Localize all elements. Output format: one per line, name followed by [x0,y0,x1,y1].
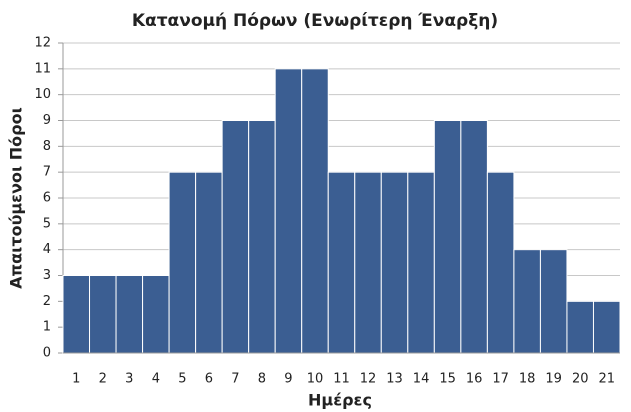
bar [433,120,462,354]
bar [592,300,621,354]
y-tick-label: 8 [43,139,51,154]
x-tick-label: 9 [284,372,292,387]
chart-title: Κατανομή Πόρων (Ενωρίτερη Έναρξη) [132,11,498,31]
bar [221,120,250,354]
x-tick-label: 6 [205,372,213,387]
y-tick-label: 6 [43,191,51,206]
x-tick-label: 8 [258,372,266,387]
x-tick-label: 16 [466,372,483,387]
x-tick-label: 4 [152,372,160,387]
x-tick-label: 19 [545,372,562,387]
bar [89,275,117,354]
bar [354,171,382,354]
x-axis-title: Ημέρες [308,391,372,410]
bar [566,300,594,354]
y-tick-label: 2 [43,294,51,309]
y-tick-label: 5 [43,216,51,231]
x-tick-label: 12 [360,372,377,387]
y-tick-label: 10 [34,87,51,102]
bar [327,171,356,354]
bar [115,275,144,354]
x-tick-label: 2 [99,372,107,387]
y-axis-title: Απαιτούμενοι Πόροι [7,107,26,289]
x-tick-label: 18 [519,372,536,387]
x-tick-label: 20 [572,372,589,387]
y-tick-label: 12 [34,36,51,51]
bar [168,171,197,354]
bar [62,275,91,354]
bar [380,171,409,354]
x-tick-label: 5 [178,372,186,387]
x-tick-label: 1 [72,372,80,387]
bar [407,171,435,354]
y-tick-label: 3 [43,268,51,283]
bar [248,120,276,354]
y-tick-label: 9 [43,113,51,128]
y-tick-label: 0 [43,346,51,361]
x-tick-label: 15 [439,372,456,387]
x-tick-label: 7 [231,372,239,387]
y-tick-label: 4 [43,242,51,257]
y-tick-label: 11 [34,61,51,76]
x-tick-label: 11 [333,372,350,387]
x-tick-label: 13 [386,372,403,387]
x-tick-label: 17 [492,372,509,387]
bar [301,68,329,354]
bar [513,249,541,354]
x-tick-label: 3 [125,372,133,387]
bar [195,171,223,354]
x-tick-label: 10 [307,372,324,387]
bar [486,171,515,354]
bar [274,68,303,354]
bar [539,249,568,354]
y-tick-label: 1 [43,320,51,335]
bar [142,275,170,354]
x-tick-label: 21 [598,372,615,387]
y-tick-label: 7 [43,165,51,180]
bar [460,120,488,354]
x-tick-label: 14 [413,372,430,387]
